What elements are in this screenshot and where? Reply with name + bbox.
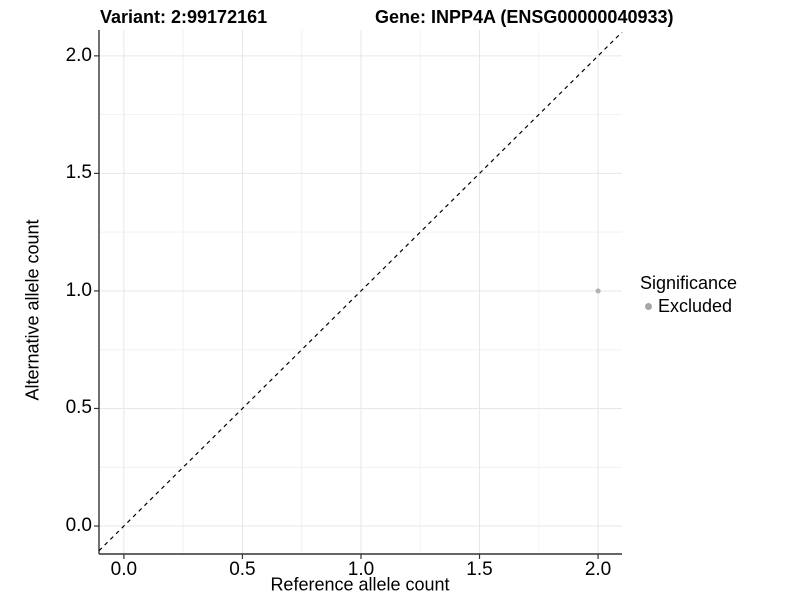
legend-item: Excluded: [640, 296, 737, 317]
y-tick-label: 0.0: [65, 515, 92, 537]
identity-dashed-line: [98, 31, 623, 552]
y-tick-label: 2.0: [65, 44, 92, 66]
legend-title: Significance: [640, 273, 738, 293]
y-tick-label: 1.0: [65, 279, 92, 301]
y-tick-label: 0.5: [65, 397, 92, 419]
legend-key-dot-icon: [645, 303, 652, 310]
data-point: [595, 288, 601, 294]
x-tick-label: 1.5: [466, 559, 493, 580]
plot-title-variant: Variant: 2:99172161: [100, 7, 268, 27]
y-tick-label: 1.5: [65, 162, 92, 184]
x-axis-title: Reference allele count: [270, 574, 450, 595]
legend: Significance Excluded: [640, 273, 737, 317]
plot-title-gene: Gene: INPP4A (ENSG00000040933): [375, 7, 674, 27]
x-tick-label: 0.0: [110, 559, 138, 580]
x-tick-label: 1.0: [347, 559, 375, 580]
x-tick-label: 2.0: [584, 559, 612, 580]
legend-item-label: Excluded: [658, 296, 733, 316]
x-tick-label: 0.5: [229, 559, 256, 580]
y-axis-title: Alternative allele count: [22, 219, 43, 401]
legend-items: Excluded: [640, 296, 737, 317]
